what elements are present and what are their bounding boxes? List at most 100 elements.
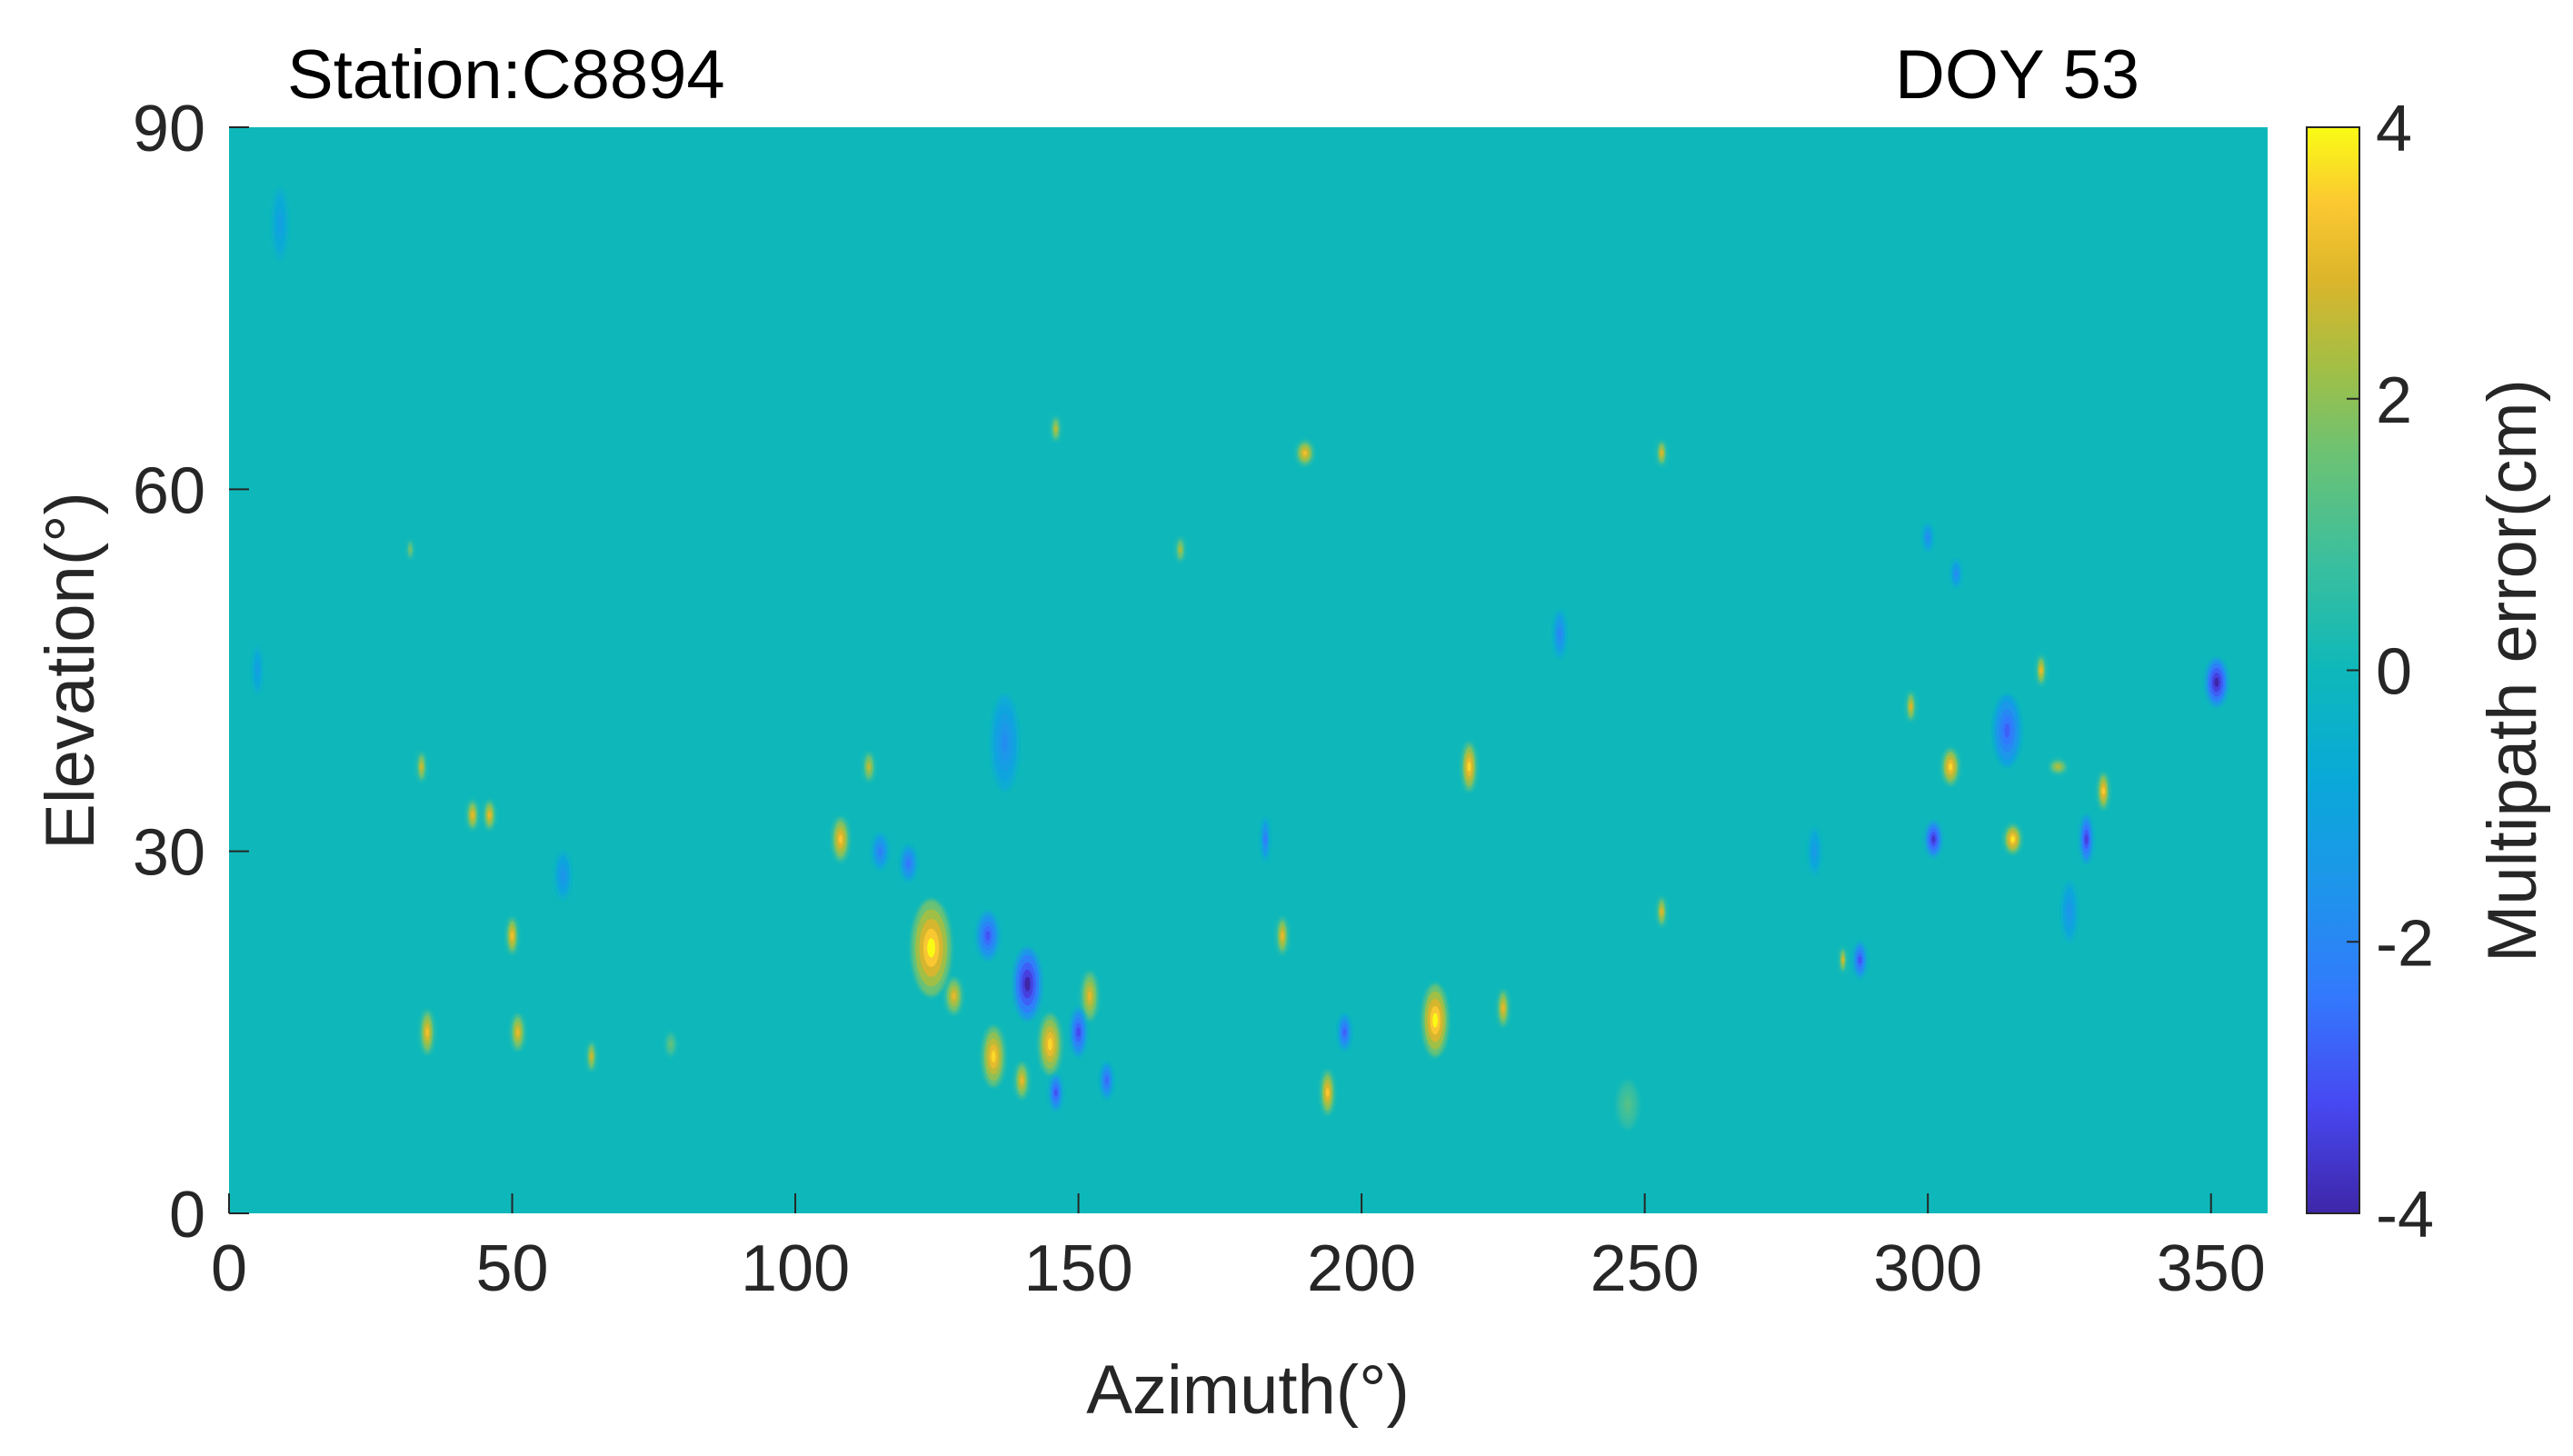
heatmap-feature — [511, 1013, 525, 1051]
feature-contour — [1053, 426, 1058, 432]
heatmap-plot-area — [229, 127, 2268, 1213]
feature-contour — [1302, 450, 1307, 456]
heatmap-feature — [1906, 692, 1916, 722]
heatmap-feature — [1070, 1008, 1087, 1057]
feature-contour — [1020, 1076, 1024, 1084]
feature-contour — [1858, 956, 1862, 964]
feature-contour — [1501, 1004, 1505, 1012]
x-axis-ticks: 0 50 100 150 200 250 300 350 — [211, 1193, 2266, 1305]
y-tick-label: 0 — [169, 1179, 205, 1252]
heatmap-feature — [1276, 917, 1289, 954]
colorbar-label: Multipath error(cm) — [2474, 379, 2551, 962]
heatmap-feature — [2205, 658, 2229, 707]
x-axis-label: Azimuth(°) — [1086, 1351, 1410, 1429]
heatmap-feature — [832, 817, 850, 862]
heatmap-feature — [1616, 1080, 1640, 1130]
heatmap-feature — [1337, 1013, 1351, 1051]
feature-contour — [1178, 547, 1182, 553]
feature-contour — [1840, 957, 1845, 962]
feature-contour — [561, 870, 565, 881]
feature-contour — [2067, 905, 2071, 918]
x-tick-label: 100 — [741, 1232, 850, 1305]
feature-contour — [1931, 835, 1936, 843]
heatmap-feature — [2004, 824, 2021, 854]
x-tick-label: 0 — [211, 1232, 247, 1305]
heatmap-feature — [2098, 773, 2109, 810]
heatmap-feature — [1038, 1013, 1062, 1075]
heatmap-feature — [586, 1042, 596, 1072]
feature-contour — [1812, 846, 1817, 856]
heatmap-feature — [1261, 817, 1271, 862]
station-title: Station:C8894 — [287, 36, 725, 114]
heatmap-feature — [406, 540, 414, 560]
feature-contour — [867, 763, 872, 770]
heatmap-feature — [1049, 1074, 1063, 1112]
feature-contour — [1280, 932, 1284, 940]
heatmap-feature — [2049, 759, 2067, 774]
feature-contour — [985, 931, 991, 941]
heatmap-feature — [1497, 990, 1510, 1027]
heatmap-feature — [863, 752, 875, 782]
heatmap-feature — [1014, 1062, 1029, 1099]
feature-contour — [515, 1028, 520, 1036]
x-tick-label: 300 — [1873, 1232, 1982, 1305]
feature-contour — [2039, 667, 2043, 673]
feature-contour — [1047, 1038, 1052, 1051]
heatmap-feature — [1808, 827, 1822, 876]
feature-contour — [408, 547, 413, 552]
feature-contour — [1660, 450, 1664, 456]
feature-contour — [255, 665, 260, 675]
feature-contour — [906, 859, 911, 867]
heatmap-background — [229, 127, 2268, 1213]
heatmap-feature — [1012, 947, 1042, 1021]
heatmap-feature — [1051, 416, 1061, 442]
heatmap-feature — [1992, 694, 2021, 767]
y-axis-label: Elevation(°) — [32, 492, 109, 850]
feature-contour — [1558, 629, 1562, 639]
heatmap-feature — [1461, 743, 1477, 792]
y-tick-label: 90 — [133, 93, 205, 165]
heatmap-feature — [911, 899, 952, 996]
heatmap-feature — [2060, 881, 2079, 942]
heatmap-feature — [900, 845, 917, 882]
feature-contour — [991, 1050, 996, 1062]
feature-contour — [878, 847, 883, 855]
x-tick-label: 350 — [2157, 1232, 2266, 1305]
heatmap-feature — [420, 1010, 434, 1054]
feature-contour — [589, 1053, 593, 1060]
heatmap-feature — [976, 912, 1000, 961]
heatmap-feature — [1950, 559, 1962, 589]
feature-contour — [419, 763, 424, 770]
x-tick-label: 250 — [1591, 1232, 1700, 1305]
heatmap-feature — [1421, 983, 1449, 1057]
heatmap-feature — [664, 1032, 677, 1057]
heatmap-feature — [271, 187, 289, 260]
y-tick-label: 30 — [133, 817, 205, 890]
x-tick-label: 200 — [1307, 1232, 1416, 1305]
feature-contour — [1024, 976, 1031, 992]
feature-contour — [1263, 834, 1268, 844]
heatmap-feature — [1941, 748, 1960, 785]
feature-contour — [1342, 1028, 1347, 1036]
heatmap-feature — [1840, 947, 1847, 972]
heatmap-feature — [1100, 1062, 1114, 1099]
feature-contour — [838, 834, 843, 844]
heatmap-feature — [1852, 942, 1867, 979]
heatmap-feature — [554, 851, 572, 900]
feature-contour — [669, 1042, 673, 1047]
feature-contour — [1076, 1027, 1081, 1038]
feature-contour — [1104, 1076, 1109, 1084]
colorbar-tick-label: -4 — [2376, 1179, 2434, 1252]
heatmap-feature — [2036, 655, 2046, 685]
feature-contour — [1949, 763, 1953, 771]
feature-contour — [1954, 571, 1959, 577]
y-axis-ticks: 0 30 60 90 — [133, 93, 249, 1252]
feature-contour — [487, 812, 492, 818]
heatmap-feature — [252, 645, 264, 695]
heatmap-feature — [982, 1026, 1005, 1087]
x-tick-label: 150 — [1024, 1232, 1133, 1305]
colorbar-tick-label: 0 — [2376, 636, 2412, 709]
heatmap-feature — [1552, 610, 1567, 659]
heatmap-feature — [1321, 1071, 1335, 1115]
